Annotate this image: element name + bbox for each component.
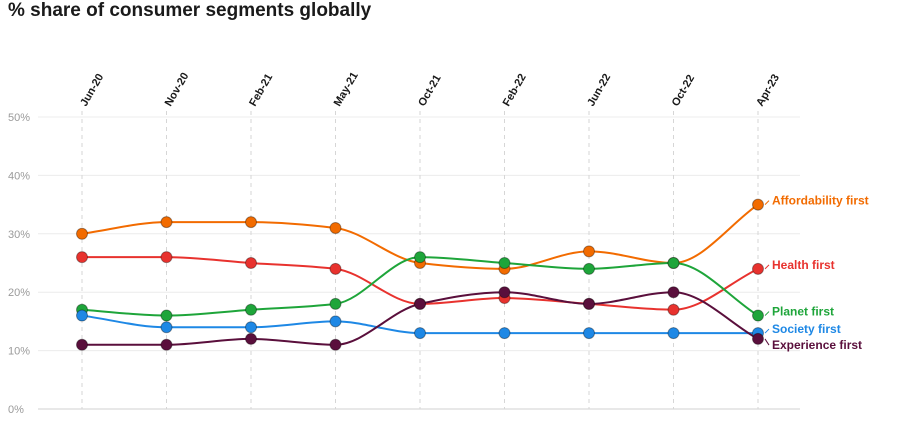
data-point <box>160 338 173 351</box>
x-tick-label: Oct-22 <box>670 73 698 109</box>
data-point <box>329 338 342 351</box>
data-point <box>583 297 595 310</box>
y-tick-label: 50% <box>8 112 30 124</box>
data-point <box>329 262 342 275</box>
series-label-leader <box>764 328 770 334</box>
data-point <box>583 262 595 275</box>
y-tick-label: 0% <box>8 404 24 416</box>
data-point <box>76 251 88 264</box>
data-point <box>667 286 680 299</box>
data-point <box>583 245 595 258</box>
data-point <box>667 327 680 340</box>
x-tick-label: Jun-20 <box>78 72 106 109</box>
series-labels: Affordability first Health first Planet fi… <box>764 194 869 352</box>
x-tick-label: Nov-20 <box>163 71 192 109</box>
series-label-leader <box>764 200 770 205</box>
y-tick-label: 10% <box>8 346 30 358</box>
chart-title: % share of consumer segments globally <box>8 0 372 21</box>
data-point <box>160 321 173 334</box>
data-point <box>245 332 257 345</box>
y-tick-label: 40% <box>8 170 30 182</box>
x-tick-label: Oct-21 <box>416 73 444 109</box>
x-tick-label: Feb-21 <box>247 72 275 109</box>
data-point <box>329 221 342 234</box>
data-point <box>414 327 426 340</box>
data-point <box>498 327 511 340</box>
data-point <box>752 332 764 345</box>
series-label: Health first <box>772 258 835 272</box>
data-point <box>752 198 764 211</box>
data-point <box>329 297 342 310</box>
data-point <box>76 309 88 322</box>
data-point <box>752 309 764 322</box>
data-point <box>583 327 595 340</box>
series-points <box>76 198 764 351</box>
data-point <box>160 216 173 229</box>
data-point <box>245 321 257 334</box>
data-point <box>752 262 764 275</box>
data-point <box>160 251 173 264</box>
data-point <box>329 315 342 328</box>
y-axis: 0% 10% 20% 30% 40% 50% <box>8 112 30 416</box>
series-label: Society first <box>772 322 841 336</box>
x-tick-label: Apr-23 <box>754 72 782 108</box>
x-axis: Jun-20 Nov-20 Feb-21 May-21 Oct-21 Feb-22 Jun-… <box>78 70 782 108</box>
data-point <box>245 303 257 316</box>
y-tick-label: 30% <box>8 229 30 241</box>
series-label-leader <box>764 311 770 316</box>
data-point <box>245 257 257 269</box>
data-point <box>498 286 511 299</box>
data-point <box>414 251 426 264</box>
data-point <box>160 309 173 322</box>
data-point <box>667 257 680 269</box>
x-tick-label: Jun-22 <box>585 72 613 109</box>
data-point <box>498 257 511 269</box>
series-label-leader <box>764 264 770 270</box>
y-tick-label: 20% <box>8 287 30 299</box>
data-point <box>414 297 426 310</box>
data-point <box>245 216 257 229</box>
series-label: Experience first <box>772 338 862 352</box>
x-tick-label: May-21 <box>332 70 361 108</box>
data-point <box>76 338 88 351</box>
data-point <box>667 303 680 316</box>
data-point <box>76 227 88 240</box>
series-label-leader <box>764 338 770 346</box>
x-tick-label: Feb-22 <box>501 72 529 109</box>
series-label: Affordability first <box>772 194 869 208</box>
series-label: Planet first <box>772 305 834 319</box>
